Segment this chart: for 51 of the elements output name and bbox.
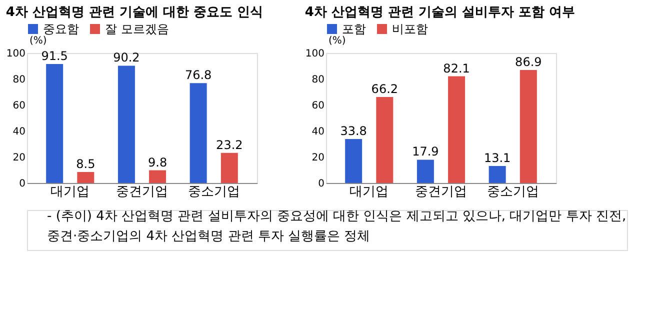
- y-axis-title: (%): [328, 36, 346, 46]
- y-tick-label: 40: [312, 126, 324, 138]
- bar: [488, 166, 506, 183]
- legend-label: 비포함: [392, 22, 428, 36]
- x-tick-label: 중소기업: [188, 184, 240, 200]
- data-label: 91.5: [41, 49, 68, 64]
- y-tick-label: 100: [305, 48, 324, 60]
- data-label: 8.5: [76, 156, 96, 171]
- y-tick-label: 60: [312, 100, 324, 112]
- bar: [376, 96, 394, 183]
- y-tick-label: 20: [312, 152, 324, 164]
- y-tick-label: 20: [12, 152, 26, 164]
- y-tick-label: 0: [19, 178, 26, 190]
- bar: [220, 152, 238, 183]
- legend-label: 중요함: [43, 22, 79, 36]
- y-axis-title: (%): [30, 36, 47, 46]
- y-tick-label: 40: [12, 126, 26, 138]
- bar: [149, 170, 166, 183]
- x-tick-label: 중소기업: [486, 184, 539, 200]
- data-label: 86.9: [515, 55, 542, 70]
- data-label: 13.1: [484, 150, 511, 165]
- legend-label: 포함: [342, 22, 366, 36]
- bar: [118, 66, 135, 183]
- data-label: 17.9: [412, 144, 439, 159]
- data-label: 90.2: [113, 50, 140, 65]
- x-tick-label: 대기업: [50, 184, 90, 200]
- bar: [46, 64, 64, 183]
- data-label: 23.2: [216, 138, 243, 152]
- x-tick-label: 중견기업: [116, 184, 168, 200]
- data-label: 82.1: [443, 61, 470, 76]
- bar: [77, 172, 94, 183]
- y-tick-label: 60: [12, 100, 26, 112]
- data-label: 76.8: [184, 68, 212, 82]
- x-tick-label: 중견기업: [415, 184, 467, 200]
- y-tick-label: 0: [318, 178, 324, 190]
- data-label: 66.2: [371, 82, 398, 96]
- data-label: 33.8: [340, 124, 367, 138]
- bar: [448, 76, 466, 183]
- chart-title: 4차 산업혁명 관련 기술의 설비투자 포함 여부: [304, 5, 576, 20]
- y-tick-label: 80: [12, 74, 26, 86]
- data-label: 9.8: [148, 155, 168, 170]
- bar: [416, 160, 434, 183]
- bar: [345, 139, 362, 183]
- bar: [520, 70, 537, 183]
- y-tick-label: 80: [312, 74, 324, 86]
- y-tick-label: 100: [6, 48, 26, 60]
- chart-title: 4차 산업혁명 관련 기술에 대한 중요도 인식: [6, 5, 264, 20]
- bar: [190, 83, 207, 183]
- x-tick-label: 대기업: [350, 184, 389, 200]
- text: - (추이) 4차 산업혁명 관련 설비투자의 중요성에 대한 인식은 제고되고 있으나, 대기업만 투자 진전, 중견·중소기업의 4차 산업혁명 관련 투자 실행률은 정체: [47, 209, 626, 244]
- legend-label: 잘 모르겠음: [105, 22, 169, 36]
